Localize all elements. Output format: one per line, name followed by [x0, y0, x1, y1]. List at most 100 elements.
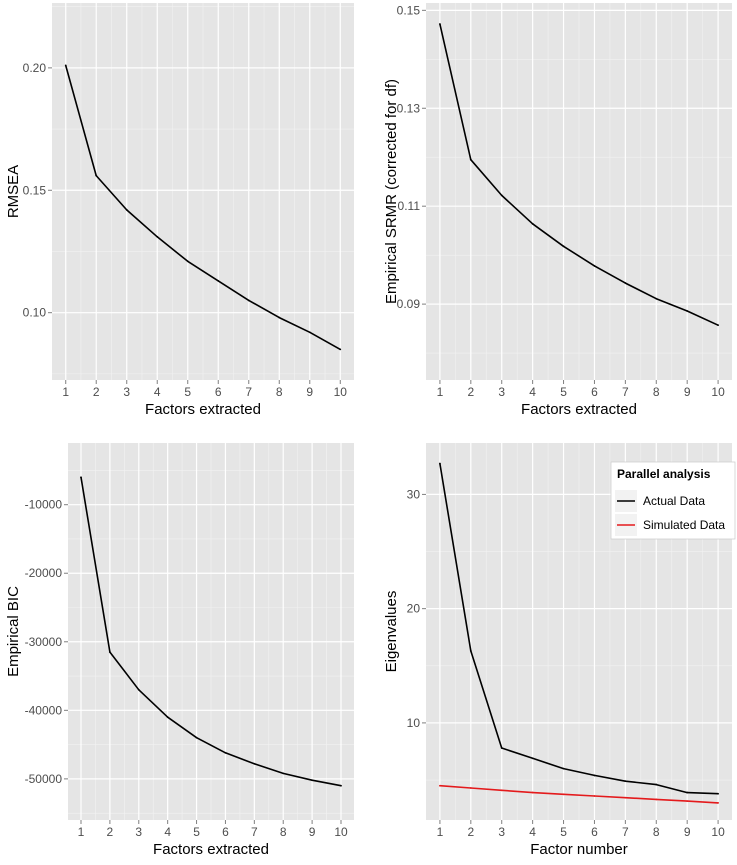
y-axis-title: Empirical SRMR (corrected for df) — [383, 79, 400, 304]
x-tick-label: 4 — [529, 825, 536, 839]
data-point — [253, 762, 256, 765]
data-point — [166, 716, 169, 719]
data-point — [95, 174, 98, 177]
y-tick-label: 0.20 — [23, 61, 47, 75]
data-point — [717, 801, 719, 804]
legend-entry-label: Actual Data — [643, 494, 705, 508]
data-point — [439, 784, 441, 787]
data-point — [593, 265, 596, 267]
y-tick-label: 0.09 — [397, 297, 421, 311]
y-tick-label: -40000 — [25, 703, 63, 717]
data-point — [469, 158, 472, 161]
data-point — [186, 260, 189, 263]
x-tick-label: 10 — [711, 825, 725, 839]
data-point — [655, 297, 658, 300]
y-tick-label: 20 — [407, 602, 421, 616]
x-tick-label: 8 — [653, 825, 660, 839]
x-axis-title: Factors extracted — [521, 401, 637, 418]
x-tick-label: 4 — [154, 385, 161, 399]
y-tick-label: -10000 — [25, 498, 63, 512]
data-point — [195, 736, 198, 739]
x-tick-label: 6 — [591, 385, 598, 399]
x-tick-label: 7 — [251, 825, 258, 839]
x-tick-label: 7 — [245, 385, 252, 399]
series-actual-data-line — [439, 463, 719, 795]
x-tick-label: 9 — [306, 385, 313, 399]
data-point — [469, 787, 472, 789]
y-tick-label: 0.15 — [23, 183, 47, 197]
y-tick-label: 0.11 — [398, 199, 421, 213]
y-axis-title: Eigenvalues — [383, 591, 400, 673]
x-tick-label: 4 — [164, 825, 171, 839]
x-tick-label: 7 — [622, 385, 629, 399]
x-tick-label: 5 — [560, 385, 567, 399]
data-point — [531, 791, 534, 794]
x-tick-label: 4 — [529, 385, 536, 399]
y-tick-label: 10 — [407, 716, 421, 730]
x-tick-label: 9 — [309, 825, 316, 839]
data-point — [686, 800, 689, 803]
data-point — [108, 651, 111, 653]
series-rmsea-line — [64, 65, 341, 351]
y-axis-title: RMSEA — [5, 165, 22, 218]
x-tick-label: 5 — [193, 825, 200, 839]
x-tick-label: 3 — [123, 385, 130, 399]
y-tick-label: -20000 — [25, 566, 63, 580]
x-tick-label: 2 — [467, 385, 474, 399]
panel-4: 1 2 3 4 5 6 7 8 9 10 10 20 30 Factor number Eigenvalue… — [383, 443, 736, 858]
x-axis-title: Factor number — [530, 841, 628, 858]
x-tick-label: 10 — [334, 385, 348, 399]
x-tick-label: 2 — [93, 385, 100, 399]
data-point — [562, 767, 565, 770]
data-point — [217, 279, 220, 282]
y-tick-label: -50000 — [25, 772, 63, 786]
x-tick-label: 6 — [591, 825, 598, 839]
y-axis-title: Empirical BIC — [5, 586, 22, 677]
x-tick-label: 6 — [215, 385, 222, 399]
data-point — [224, 751, 227, 754]
data-point — [686, 310, 689, 312]
x-axis-title: Factors extracted — [145, 401, 261, 418]
x-tick-label: 10 — [334, 825, 348, 839]
data-point — [137, 688, 140, 691]
data-point — [593, 795, 596, 797]
x-tick-label: 9 — [684, 825, 691, 839]
data-point — [282, 772, 285, 775]
data-point — [156, 235, 159, 238]
x-tick-label: 1 — [78, 825, 85, 839]
data-point — [531, 222, 534, 225]
x-tick-label: 3 — [498, 385, 505, 399]
data-point — [439, 462, 441, 465]
y-tick-label: 0.13 — [397, 101, 421, 115]
data-point — [278, 316, 281, 319]
data-point — [593, 774, 596, 777]
x-tick-label: 5 — [184, 385, 191, 399]
x-tick-label: 3 — [498, 825, 505, 839]
data-point — [717, 324, 719, 327]
x-tick-label: 2 — [107, 825, 114, 839]
data-point — [500, 194, 503, 197]
x-tick-label: 8 — [276, 385, 283, 399]
legend-title: Parallel analysis — [617, 467, 711, 481]
data-point — [125, 208, 128, 211]
data-point — [686, 791, 689, 794]
data-point — [64, 64, 67, 67]
series-bic-line — [80, 477, 342, 787]
data-point — [311, 779, 314, 782]
data-point — [469, 650, 472, 652]
data-point — [80, 476, 82, 479]
data-point — [624, 796, 627, 799]
series-srmr-line — [439, 23, 719, 326]
data-point — [339, 348, 342, 351]
panel-2: 1 2 3 4 5 6 7 8 9 10 0.09 0.11 0.13 0.15 Factors extra… — [383, 3, 732, 418]
data-point — [531, 757, 534, 760]
data-point — [247, 299, 250, 302]
y-tick-label: 0.10 — [23, 306, 47, 320]
data-point — [500, 747, 503, 749]
data-point — [655, 783, 658, 786]
data-point — [624, 780, 627, 783]
x-tick-label: 1 — [437, 385, 444, 399]
panel-1: 1 2 3 4 5 6 7 8 9 10 0.10 0.15 0.20 Factors extracted… — [5, 3, 354, 418]
